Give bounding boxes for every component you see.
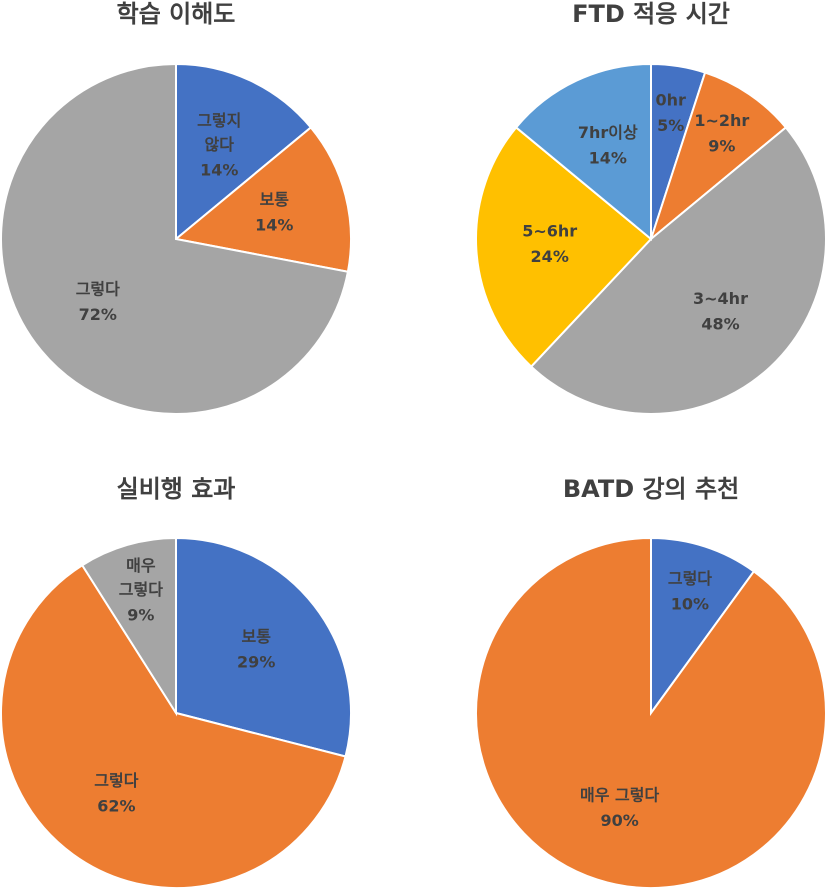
pie-slice (514, 62, 652, 242)
pie-slice (0, 62, 350, 415)
pie-chart: FTD 적응 시간 0hr 5% 1~2hr 9% 3~4hr 48% 5~6hr 24% 7hr… (475, 0, 827, 416)
data-label: 14% (589, 149, 627, 168)
pie-slice (0, 563, 347, 889)
data-label: 14% (255, 215, 293, 234)
slice-label: 그렇다 (94, 771, 138, 790)
data-label: 48% (701, 314, 739, 333)
data-label: 72% (79, 305, 117, 324)
pie-slice (529, 126, 827, 416)
chart-title: 학습 이해도 (117, 0, 236, 28)
slice-label: 그렇다 (668, 569, 712, 588)
slice-label: 3~4hr (693, 288, 748, 307)
pie-slice (175, 62, 313, 242)
chart-title: BATD 강의 추천 (563, 475, 739, 503)
slice-label: 보통 (260, 189, 290, 208)
data-label: 24% (531, 247, 569, 266)
pie-slice (475, 126, 653, 368)
pie-slice (173, 126, 352, 273)
slice-label: 그렇다 (76, 279, 120, 298)
slice-label: 0hr (655, 90, 686, 109)
data-label: 9% (127, 606, 154, 625)
data-label: 10% (671, 595, 709, 614)
data-label: 90% (600, 811, 638, 830)
chart-title: FTD 적응 시간 (572, 0, 730, 28)
pie-slice (650, 536, 756, 717)
data-label: 9% (708, 136, 735, 155)
slice-label: 7hr이상 (578, 123, 638, 142)
slice-label: 보통 (241, 626, 271, 645)
data-label: 5% (657, 116, 684, 135)
data-label: 62% (97, 797, 135, 816)
data-label: 29% (237, 652, 275, 671)
slice-label: 그렇지 않다 (197, 111, 241, 154)
pie-slice (175, 536, 352, 758)
slice-label: 1~2hr (694, 110, 749, 129)
pie-slice (80, 536, 177, 717)
chart-title: 실비행 효과 (117, 475, 236, 503)
pie-slice (475, 536, 827, 889)
pie-slice (648, 71, 788, 242)
slice-label: 매우 그렇다 (119, 556, 163, 599)
data-label: 14% (200, 161, 238, 180)
slice-label: 매우 그렇다 (580, 785, 659, 804)
slice-label: 5~6hr (522, 221, 577, 240)
